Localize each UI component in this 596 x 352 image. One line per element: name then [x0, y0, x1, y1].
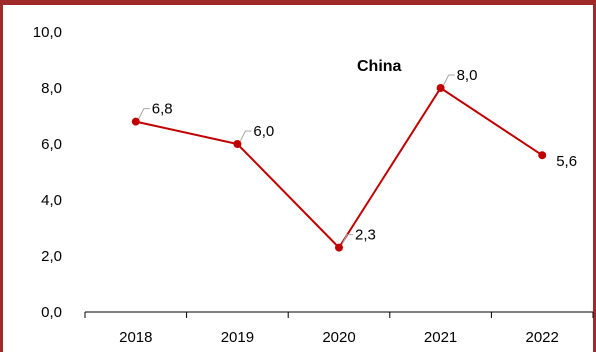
data-label-leader [341, 234, 353, 245]
x-tick-label: 2018 [119, 329, 152, 346]
data-point [436, 84, 445, 92]
y-tick-label: 4,0 [41, 192, 62, 209]
y-axis-labels: 0,0 2,0 4,0 6,0 8,0 10,0 [33, 24, 62, 321]
x-tick-label: 2021 [424, 329, 457, 346]
x-tick-label: 2019 [221, 329, 254, 346]
y-tick-label: 0,0 [41, 304, 62, 321]
data-point [233, 140, 242, 148]
data-point [335, 243, 343, 252]
data-label-leaders [138, 74, 455, 245]
y-tick-label: 10,0 [33, 24, 62, 41]
data-label: 6,0 [253, 123, 274, 140]
frame-right-border [593, 0, 596, 352]
series-line [135, 86, 543, 250]
x-axis-ticks [84, 312, 594, 318]
y-tick-label: 2,0 [41, 248, 62, 265]
data-label-leader [443, 74, 455, 86]
data-label: 5,6 [556, 153, 577, 170]
data-point [538, 151, 547, 160]
y-tick-label: 6,0 [41, 136, 62, 153]
data-label-leader [138, 108, 150, 119]
data-points [131, 84, 547, 252]
data-label-leader [239, 130, 252, 142]
frame-top-border [0, 0, 596, 5]
x-tick-label: 2022 [526, 329, 559, 346]
x-axis-labels: 2018 2019 2020 2021 2022 [119, 329, 559, 346]
chart-title: China [357, 58, 402, 75]
data-labels: 6,8 6,0 2,3 8,0 5,6 [152, 67, 577, 244]
y-tick-label: 8,0 [41, 80, 62, 97]
data-label: 6,8 [152, 101, 173, 118]
frame-left-border [0, 0, 3, 352]
data-point [131, 117, 140, 126]
data-label: 2,3 [355, 227, 376, 244]
x-tick-label: 2020 [322, 329, 355, 346]
data-label: 8,0 [457, 67, 478, 84]
